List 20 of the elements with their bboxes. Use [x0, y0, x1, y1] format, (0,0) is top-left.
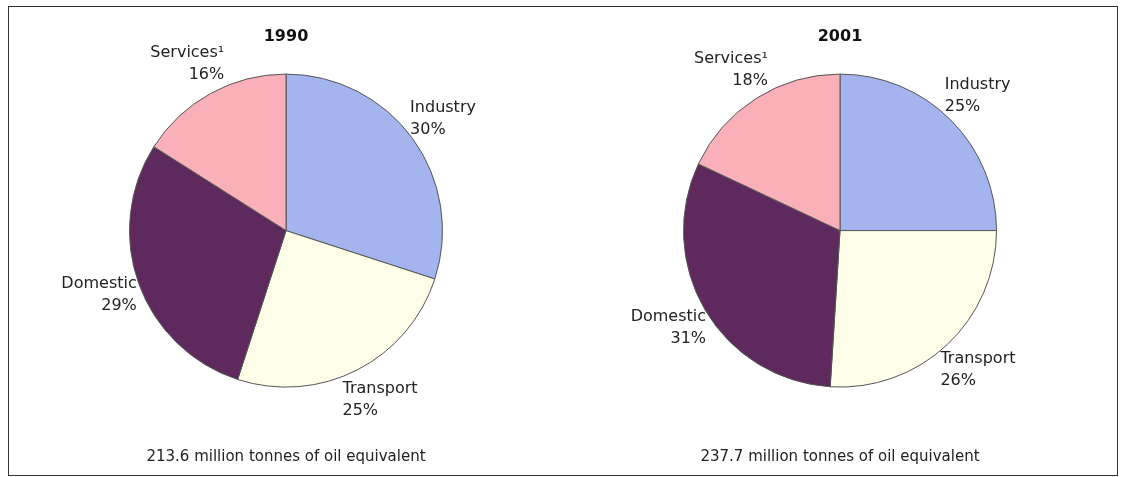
data-label: 30% [410, 118, 446, 138]
data-label: 16% [188, 63, 225, 83]
data-label: 31% [670, 327, 707, 347]
slice-label: Domestic [61, 273, 137, 293]
slice-label: Services¹ [694, 47, 768, 67]
data-label: 29% [101, 295, 137, 315]
slice-label: Services¹ [150, 41, 225, 61]
text: 237.7 million tonnes of oil equivalent [699, 447, 981, 465]
slice-label: Transport [939, 347, 1016, 367]
chart-title: 1990 [263, 25, 309, 45]
data-label: 26% [940, 369, 976, 389]
slice-label: Industry [944, 74, 1011, 94]
chart-title: 2001 [817, 25, 863, 45]
slice-label: Transport [341, 378, 418, 398]
data-label: 25% [342, 400, 379, 420]
data-label: 25% [944, 96, 981, 116]
slice-label: Industry [410, 96, 476, 116]
data-label: 18% [732, 69, 768, 89]
slice-label: Domestic [630, 305, 707, 325]
text: 213.6 million tonnes of oil equivalent [145, 447, 427, 465]
